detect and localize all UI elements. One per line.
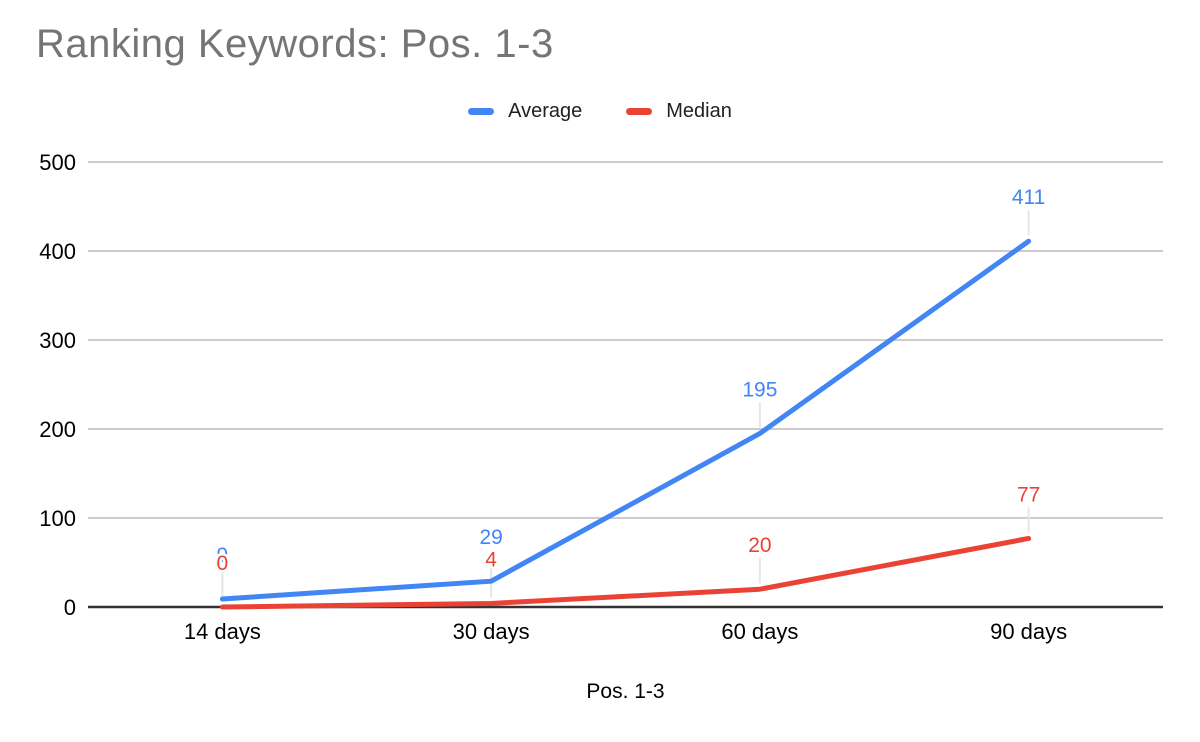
y-tick-label: 500 [39,150,76,175]
legend: Average Median [0,100,1200,123]
median-series-line [219,535,1032,610]
median-data-label: 77 [1017,483,1040,506]
x-tick-label: 30 days [453,619,530,644]
y-tick-label: 200 [39,417,76,442]
average-series-line [219,238,1032,602]
average-series-swatch-icon [468,108,495,115]
median-data-label: 0 [217,552,229,575]
chart-title: Ranking Keywords: Pos. 1-3 [36,22,554,66]
average-data-label: 29 [479,526,502,549]
x-tick-label: 90 days [990,619,1067,644]
legend-item-average[interactable]: Average [468,100,582,123]
median-data-label: 4 [485,548,497,571]
y-tick-label: 0 [64,595,76,620]
x-axis-title: Pos. 1-3 [586,680,664,703]
average-data-label: 9 [217,544,229,567]
x-tick-label: 14 days [184,619,261,644]
y-tick-label: 400 [39,239,76,264]
legend-label-average: Average [508,100,583,122]
median-data-label: 20 [748,534,771,557]
median-series-swatch-icon [626,108,653,115]
legend-item-median[interactable]: Median [626,100,732,123]
y-tick-label: 300 [39,328,76,353]
legend-label-median: Median [666,100,732,122]
average-data-label: 195 [742,378,777,401]
y-tick-label: 100 [39,506,76,531]
average-data-label: 411 [1012,186,1045,209]
x-tick-label: 60 days [721,619,798,644]
